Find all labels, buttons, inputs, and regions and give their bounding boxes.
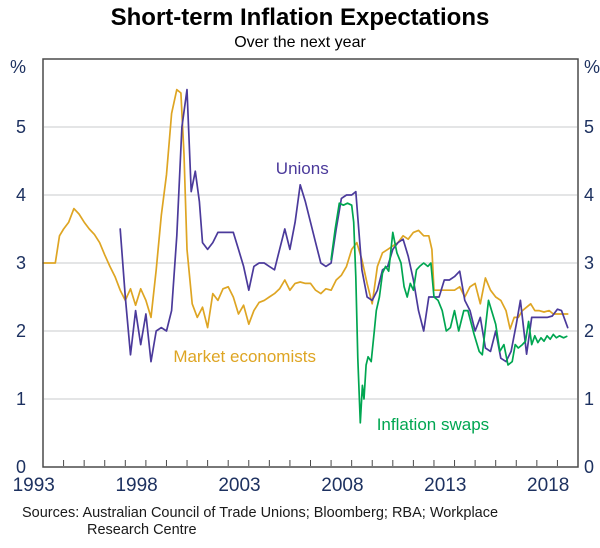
y-axis-label-right: 2: [584, 321, 594, 341]
series-label-market_economists: Market economists: [173, 347, 316, 366]
source-note: Sources: Australian Council of Trade Uni…: [22, 505, 582, 539]
y-axis-unit-left: %: [10, 57, 26, 77]
series-line-unions: [119, 88, 569, 363]
y-axis-label-right: 1: [584, 389, 594, 409]
plot-frame: [42, 58, 579, 468]
source-note-line1: Sources: Australian Council of Trade Uni…: [22, 505, 499, 521]
x-axis-label: 1993: [13, 475, 55, 496]
y-axis-label-right: 3: [584, 253, 594, 273]
series-label-unions: Unions: [276, 159, 329, 178]
series-line-market_economists: [42, 88, 569, 330]
y-axis-label-left: 5: [16, 117, 26, 137]
y-axis-label-left: 1: [16, 389, 26, 409]
y-axis-label-right: 4: [584, 185, 594, 205]
x-axis-label: 2003: [218, 475, 260, 496]
x-axis-label: 1998: [115, 475, 157, 496]
x-axis-label: 2013: [424, 475, 466, 496]
chart-subtitle: Over the next year: [234, 34, 366, 51]
source-note-line2: Research Centre: [87, 522, 197, 538]
y-axis-label-left: 0: [16, 457, 26, 477]
x-axis-label: 2018: [527, 475, 569, 496]
y-axis-label-left: 2: [16, 321, 26, 341]
x-axis-label: 2008: [321, 475, 363, 496]
series-label-inflation_swaps: Inflation swaps: [377, 415, 489, 434]
y-axis-label-left: 4: [16, 185, 26, 205]
y-axis-label-left: 3: [16, 253, 26, 273]
y-axis-unit-right: %: [584, 57, 600, 77]
series-line-inflation_swaps: [330, 202, 568, 424]
chart-title: Short-term Inflation Expectations: [110, 4, 490, 31]
y-axis-label-right: 0: [584, 457, 594, 477]
y-axis-label-right: 5: [584, 117, 594, 137]
